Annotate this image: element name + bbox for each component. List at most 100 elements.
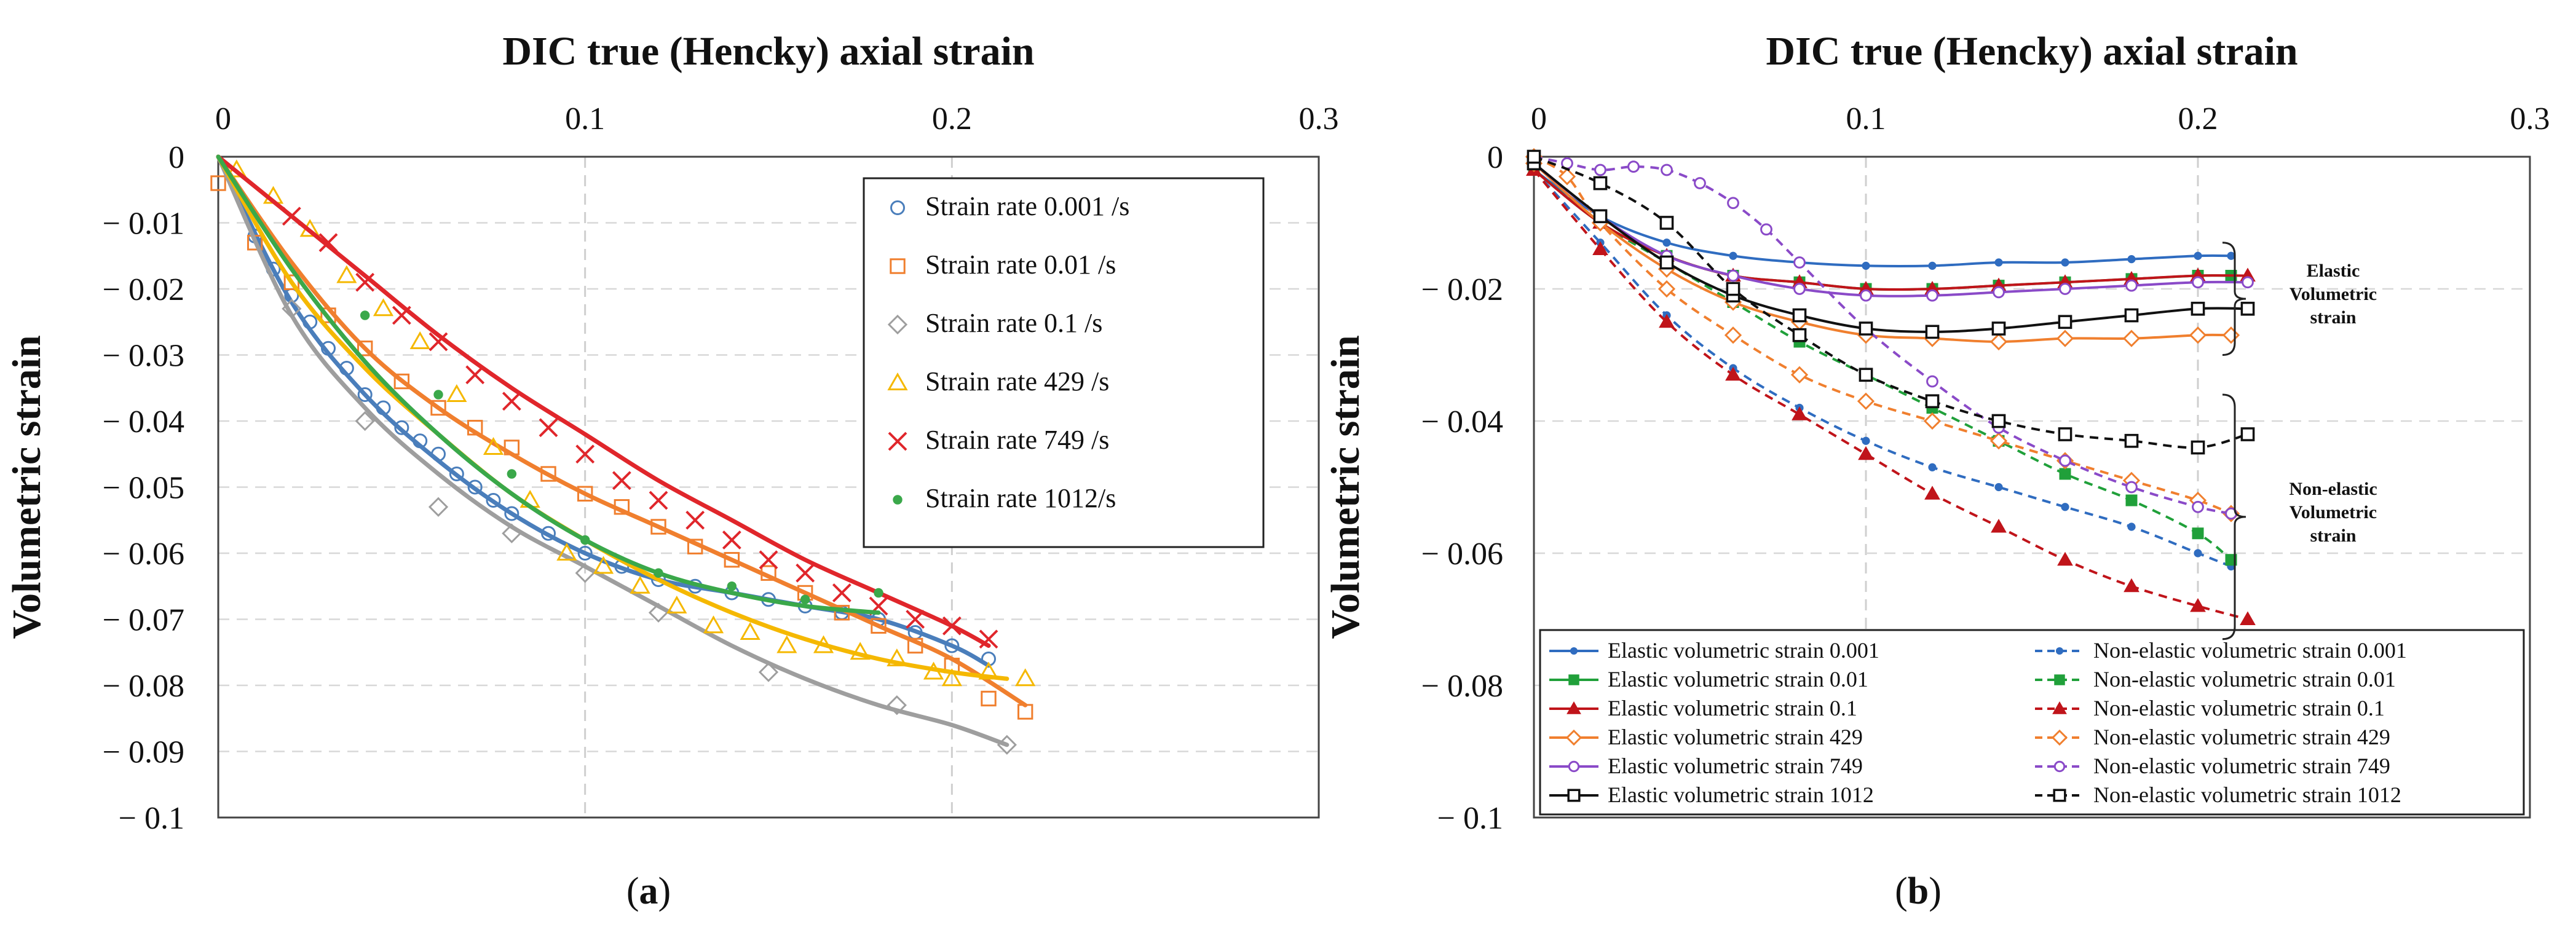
plot-area-frame: [1533, 156, 2531, 819]
data-point: [1727, 197, 1739, 210]
legend-label: Elastic volumetric strain 429: [1608, 725, 1863, 749]
data-point: [413, 433, 428, 449]
data-point: [666, 595, 687, 613]
legend-marker: [888, 432, 907, 451]
data-point: [2058, 315, 2072, 329]
data-point: [2061, 258, 2069, 267]
data-point: [1926, 289, 1938, 302]
series-6: [1526, 162, 2256, 625]
data-point: [357, 341, 373, 357]
data-point: [2125, 481, 2138, 494]
legend-item: Elastic volumetric strain 0.001: [1549, 638, 1879, 663]
data-point: [1793, 283, 1806, 295]
data-point: [467, 420, 483, 436]
legend-label: Strain rate 0.1 /s: [925, 308, 1102, 338]
legend-item: Non-elastic volumetric strain 0.001: [2035, 638, 2407, 663]
data-point: [282, 299, 302, 319]
data-point: [507, 469, 517, 479]
panel-paren-open: (: [1895, 870, 1908, 912]
legend-marker: [2054, 674, 2065, 685]
data-point: [339, 361, 354, 376]
data-point: [2191, 301, 2205, 316]
data-point: [1925, 325, 1940, 339]
data-point: [1015, 668, 1036, 687]
annotation-brace: [2222, 242, 2246, 356]
legend-label: Strain rate 1012/s: [925, 483, 1116, 513]
data-point: [1593, 209, 1608, 224]
data-point: [593, 556, 614, 574]
series-2: [1530, 165, 2235, 571]
data-point: [1726, 282, 1740, 296]
data-point: [724, 552, 740, 568]
data-point: [997, 735, 1017, 755]
legend-label: Non-elastic volumetric strain 0.001: [2093, 638, 2407, 663]
legend-item: Non-elastic volumetric strain 0.01: [2035, 667, 2396, 692]
data-point: [394, 420, 409, 435]
legend-item: Strain rate 429 /s: [887, 366, 1109, 396]
y-tick-label: − 0.09: [103, 735, 184, 770]
chart-panel-a: DIC true (Hencky) axial strain Volumetric…: [4, 29, 1339, 912]
legend-marker: [893, 495, 903, 505]
data-point: [1862, 261, 1870, 270]
data-point: [1989, 333, 2008, 351]
legend-label: Strain rate 0.001 /s: [925, 191, 1129, 221]
legend-item: Non-elastic volumetric strain 749: [2035, 754, 2390, 778]
data-point: [575, 563, 595, 583]
data-point: [302, 314, 318, 329]
legend-item: Strain rate 0.1 /s: [887, 308, 1102, 338]
data-point: [392, 305, 411, 325]
x-tick-label: 0: [215, 101, 231, 136]
legend-item: Elastic volumetric strain 1012: [1549, 782, 1874, 807]
y-tick-label: − 0.1: [119, 801, 184, 836]
data-point: [2124, 308, 2139, 323]
data-point: [2240, 427, 2255, 441]
y-tick-label: − 0.07: [103, 603, 184, 638]
data-point: [428, 497, 449, 517]
legend: Strain rate 0.001 /s Strain rate 0.01 /s S…: [863, 177, 1265, 548]
annotation-text: Elastic: [2307, 261, 2360, 281]
data-point: [540, 466, 556, 482]
data-point: [1994, 483, 2003, 492]
legend-label: Non-elastic volumetric strain 429: [2093, 725, 2390, 749]
series-line: [1533, 156, 2232, 515]
series-line: [1533, 169, 2232, 568]
data-point: [446, 384, 467, 402]
legend-label: Non-elastic volumetric strain 0.01: [2093, 667, 2396, 692]
data-point: [1793, 256, 1806, 269]
data-point: [834, 605, 850, 621]
series-3: [216, 154, 1017, 755]
data-point: [758, 662, 779, 682]
data-point: [979, 629, 998, 649]
legend-item: Non-elastic volumetric strain 0.1: [2035, 696, 2385, 720]
data-point: [1594, 164, 1606, 176]
legend-label: Elastic volumetric strain 749: [1608, 754, 1863, 778]
data-point: [871, 618, 887, 634]
data-point: [556, 542, 577, 561]
data-point: [614, 499, 630, 515]
data-point: [431, 446, 446, 462]
legend-label: Elastic volumetric strain 0.1: [1608, 696, 1857, 720]
data-point: [2240, 301, 2255, 316]
legend: Elastic volumetric strain 0.001 Non-elast…: [1539, 629, 2525, 816]
legend-item: Non-elastic volumetric strain 1012: [2035, 782, 2401, 807]
data-point: [2194, 251, 2202, 260]
data-point: [373, 298, 394, 317]
data-point: [1859, 321, 1873, 336]
data-point: [907, 637, 923, 654]
legend-label: Strain rate 0.01 /s: [925, 250, 1116, 280]
data-point: [1729, 251, 1737, 260]
series-line: [1533, 169, 2248, 621]
legend-label: Elastic volumetric strain 1012: [1608, 782, 1874, 807]
data-point: [2192, 276, 2204, 289]
series-1: [1530, 165, 2235, 270]
data-point: [1860, 289, 1872, 302]
data-point: [800, 594, 810, 604]
panel-label: (a): [626, 870, 671, 912]
data-point: [2061, 503, 2069, 511]
data-point: [761, 565, 776, 581]
data-point: [2127, 255, 2136, 264]
data-point: [727, 581, 737, 591]
chart-title: DIC true (Hencky) axial strain: [502, 29, 1034, 74]
data-point: [887, 648, 907, 666]
